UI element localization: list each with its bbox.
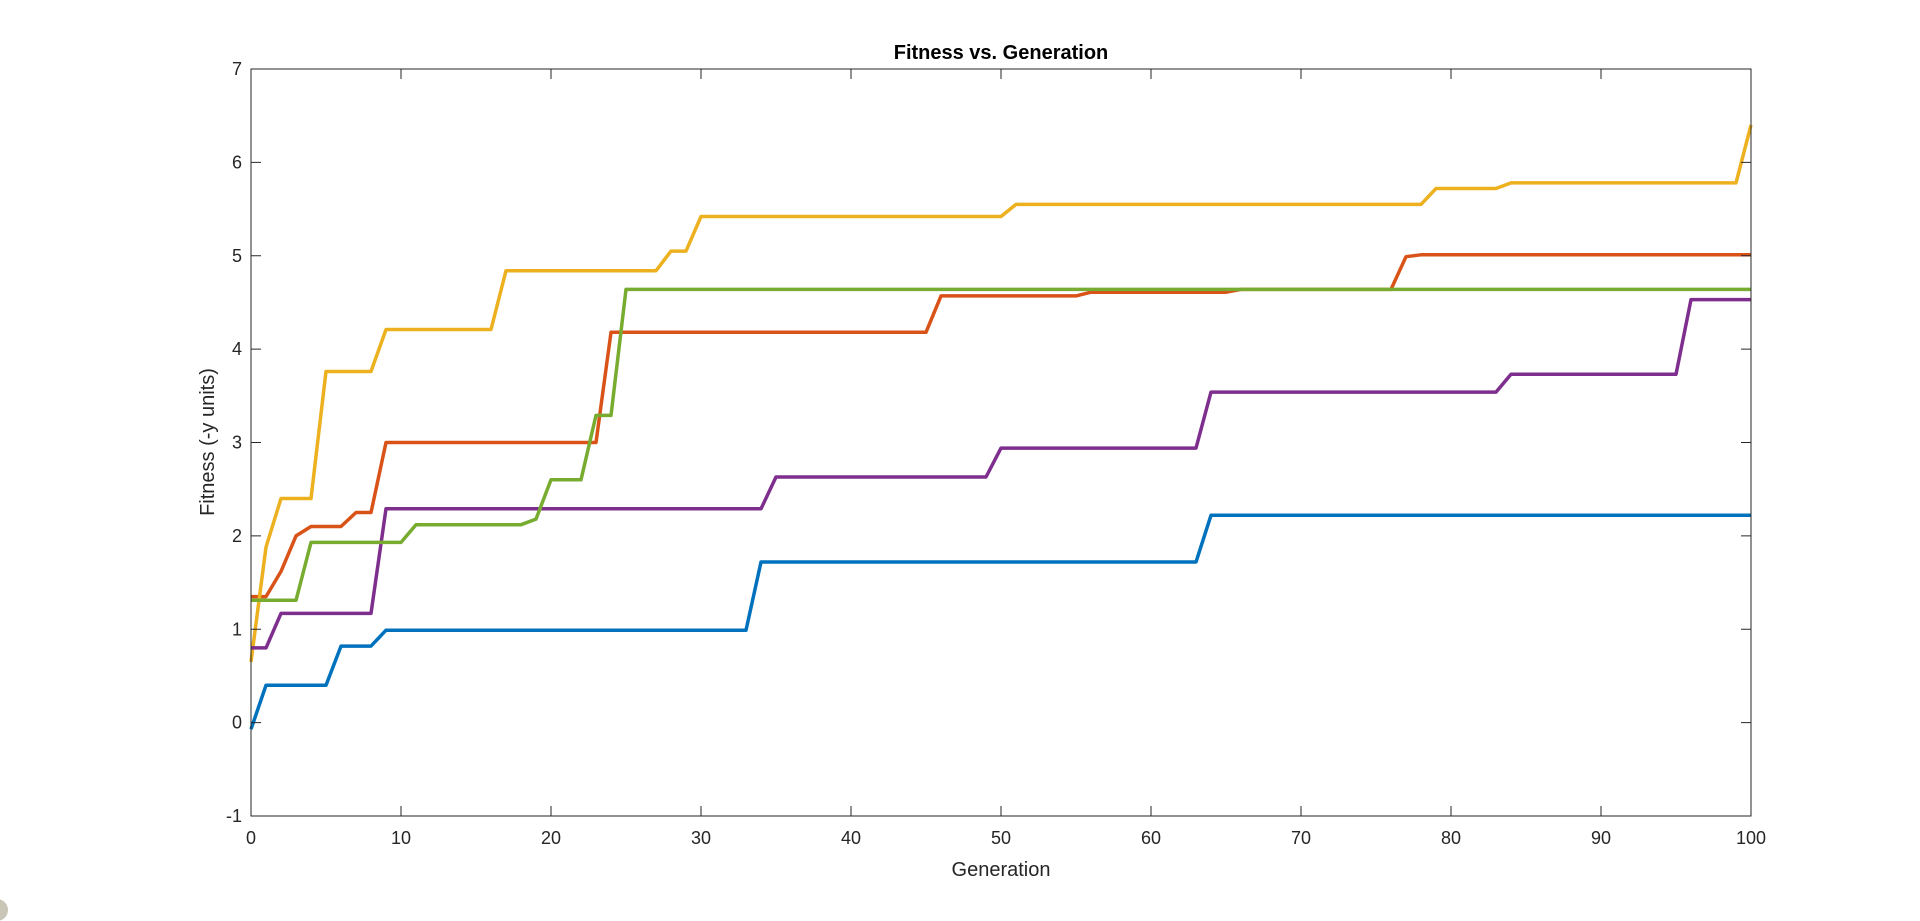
y-tick-label: 6 (232, 152, 242, 172)
y-tick-label: 1 (232, 619, 242, 639)
x-tick-label: 30 (691, 828, 711, 848)
series-line-2 (251, 253, 1751, 599)
x-tick-label: 100 (1736, 828, 1766, 848)
series-line-4 (251, 297, 1751, 650)
series-line-1 (249, 513, 1751, 730)
y-tick-label: 7 (232, 59, 242, 79)
x-tick-label: 50 (991, 828, 1011, 848)
x-tick-label: 70 (1291, 828, 1311, 848)
y-axis-label: Fitness (-y units) (197, 368, 219, 516)
x-tick-label: 0 (246, 828, 256, 848)
x-tick-label: 10 (391, 828, 411, 848)
x-tick-label: 90 (1591, 828, 1611, 848)
x-tick-label: 60 (1141, 828, 1161, 848)
series-line-5 (251, 287, 1751, 603)
y-tick-label: 5 (232, 246, 242, 266)
chart-title: Fitness vs. Generation (894, 42, 1109, 64)
y-tick-label: 0 (232, 713, 242, 733)
y-tick-label: 2 (232, 526, 242, 546)
y-tick-label: 4 (232, 339, 242, 359)
x-axis-label: Generation (952, 859, 1051, 881)
x-tick-label: 80 (1441, 828, 1461, 848)
y-axis: -1 0 1 2 3 4 5 6 7 (226, 59, 1751, 826)
y-tick-label: -1 (226, 806, 242, 826)
x-tick-label: 40 (841, 828, 861, 848)
x-tick-label: 20 (541, 828, 561, 848)
y-tick-label: 3 (232, 433, 242, 453)
x-axis: 0 10 20 30 40 50 60 70 80 90 100 (246, 69, 1766, 848)
series-line-3 (249, 124, 1753, 663)
corner-decoration (0, 899, 8, 921)
series-layer (249, 124, 1753, 730)
